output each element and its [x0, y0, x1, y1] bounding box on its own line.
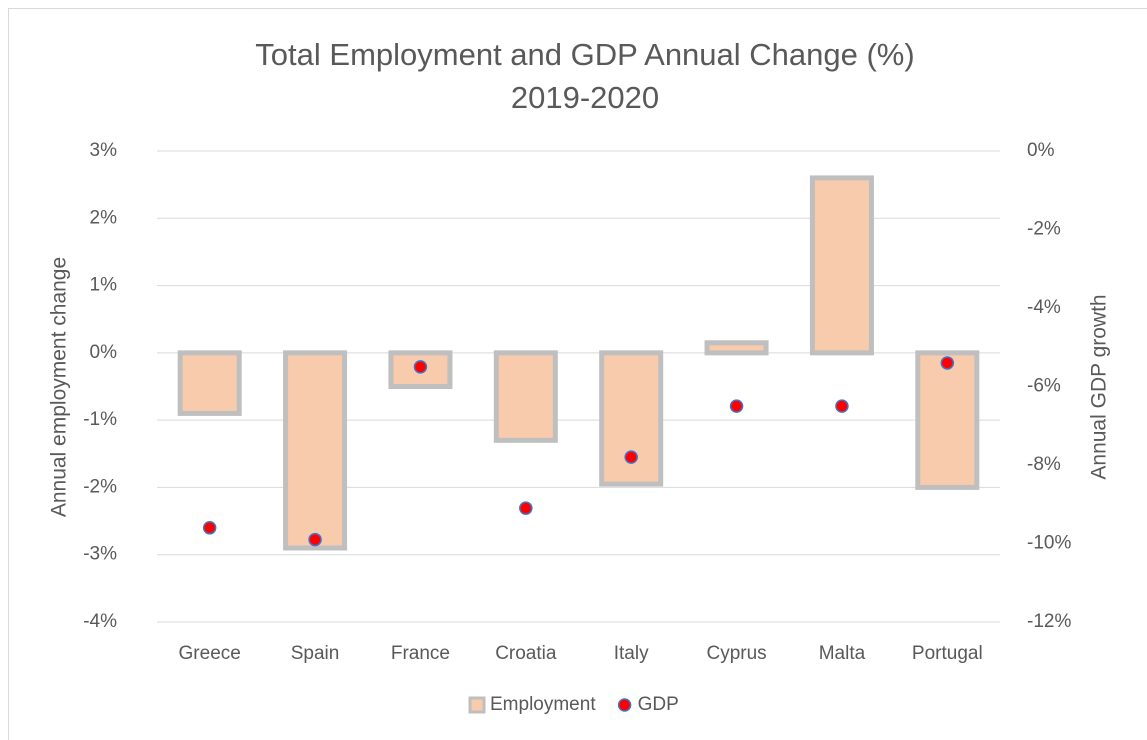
bar	[177, 350, 242, 416]
legend-label: GDP	[638, 694, 679, 715]
bar	[599, 350, 664, 487]
y2-tick-label: -8%	[1027, 454, 1061, 475]
x-tick-label: Italy	[614, 643, 649, 664]
bar	[704, 340, 769, 356]
bar	[809, 175, 874, 356]
y2-tick-label: -10%	[1027, 533, 1071, 554]
x-tick-label: Malta	[819, 643, 866, 664]
y-tick-label: -3%	[83, 544, 117, 565]
y-tick-label: 1%	[90, 275, 118, 296]
bar	[493, 350, 558, 443]
y-axis-title: Annual employment change	[48, 257, 71, 517]
point	[413, 360, 428, 374]
x-tick-label: Croatia	[495, 643, 557, 664]
point	[519, 501, 533, 515]
x-tick-label: France	[391, 643, 450, 664]
y-tick-label: 0%	[90, 342, 118, 363]
chart-frame	[8, 8, 1147, 740]
y-tick-label: 2%	[90, 207, 118, 228]
point	[729, 399, 744, 413]
y-tick-label: -1%	[83, 409, 117, 430]
legend-label: Employment	[490, 694, 596, 715]
bar	[283, 350, 348, 551]
y-tick-label: -4%	[83, 611, 117, 632]
x-tick-label: Portugal	[912, 643, 983, 664]
y2-tick-label: -6%	[1027, 376, 1061, 397]
y2-axis-title: Annual GDP growth	[1088, 294, 1111, 479]
x-tick-label: Cyprus	[706, 643, 766, 664]
point	[308, 532, 322, 547]
y2-tick-label: -4%	[1027, 297, 1061, 318]
point	[835, 399, 849, 413]
y-tick-label: 3%	[90, 140, 118, 161]
y-tick-label: -2%	[83, 476, 117, 497]
y2-tick-label: -2%	[1027, 219, 1061, 240]
y2-tick-label: 0%	[1027, 140, 1055, 161]
bar	[915, 350, 980, 490]
point	[202, 521, 217, 535]
legend-swatch	[617, 698, 632, 712]
legend-swatch	[468, 696, 486, 714]
chart-title: Total Employment and GDP Annual Change (…	[255, 37, 914, 72]
point	[940, 356, 955, 370]
x-tick-label: Spain	[291, 643, 340, 664]
chart-subtitle: 2019-2020	[511, 80, 659, 115]
y2-tick-label: -12%	[1027, 611, 1071, 632]
point	[624, 450, 638, 464]
x-tick-label: Greece	[179, 643, 241, 664]
